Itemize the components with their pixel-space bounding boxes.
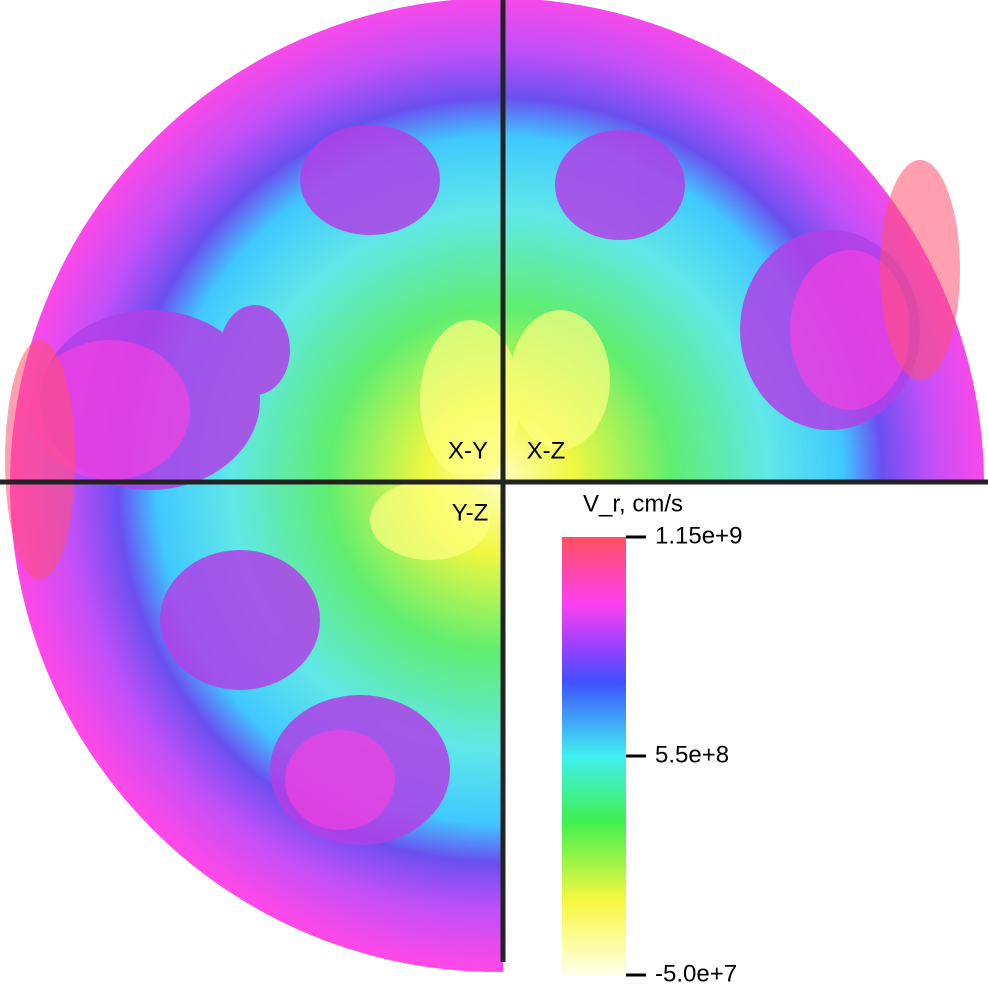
colorbar (562, 537, 626, 975)
tick-label: -5.0e+7 (655, 960, 737, 987)
tick-label: 1.15e+9 (655, 522, 742, 549)
colorbar-ticks: 1.15e+9 5.5e+8 -5.0e+7 (626, 522, 742, 987)
figure: X-Y X-Z Y-Z V_r, cm/s 1.15e+9 5.5e+8 -5.0e… (0, 0, 988, 991)
colorbar-title: V_r, cm/s (583, 490, 683, 517)
panel-label: X-Z (527, 437, 566, 464)
tick-label: 5.5e+8 (655, 741, 729, 768)
simulation-map (5, 0, 984, 972)
panel-label: X-Y (448, 437, 488, 464)
panel-label: Y-Z (452, 499, 488, 526)
